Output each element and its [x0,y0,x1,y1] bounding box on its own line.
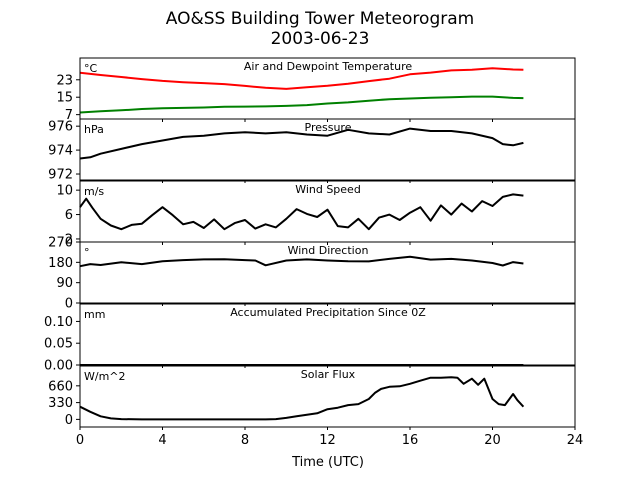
panel-wind-speed: 2 6 10 Wind Speed m/s [56,180,576,247]
pressure-series-line-0 [79,127,524,160]
chart-title-line1: AO&SS Building Tower Meteorogram [166,9,474,29]
x-tick-label: 12 [319,433,336,448]
precipitation-panel-title: Accumulated Precipitation Since 0Z [230,306,426,319]
temperature-panel-title: Air and Dewpoint Temperature [244,60,412,73]
wind-direction-unit-label: ° [84,246,90,259]
wind-speed-series-line-0 [79,193,524,231]
solar-panel-title: Solar Flux [301,368,356,381]
wind-direction-y-tick-label: 90 [56,276,73,291]
panel-solar: 0 330 660 Solar Flux W/m^2 [48,365,576,430]
temperature-y-tick-label: 15 [56,91,73,106]
x-axis-label: Time (UTC) [291,455,364,470]
temperature-unit-label: °C [84,62,98,75]
solar-y-tick-label: 330 [48,396,73,411]
temperature-y-tick-label: 23 [56,73,73,88]
temperature-y-tick-label: 7 [65,108,73,123]
pressure-unit-label: hPa [84,123,104,136]
precipitation-y-tick-label: 0.10 [44,315,73,330]
x-tick-label: 4 [158,433,166,448]
panel-temperature: 7 15 23 Air and Dewpoint Temperature °C [56,57,576,123]
panel-precipitation: 0.00 0.05 0.10 Accumulated Precipitation Si… [44,303,576,374]
x-tick-label: 16 [402,433,419,448]
wind-direction-panel-title: Wind Direction [288,244,369,257]
wind-direction-y-tick-label: 180 [48,256,73,271]
panel-wind-direction: 0 90 180 270 Wind Direction ° [48,236,576,312]
precipitation-y-tick-label: 0.00 [44,359,73,374]
pressure-panel-title: Pressure [305,121,352,134]
x-tick-label: 8 [241,433,249,448]
wind-direction-y-tick-label: 270 [48,236,73,251]
solar-series-line-0 [79,376,525,421]
solar-unit-label: W/m^2 [84,370,126,383]
x-tick-label: 0 [76,433,84,448]
wind-speed-panel-title: Wind Speed [295,183,361,196]
wind-speed-y-tick-label: 2 [65,232,73,247]
chart-title-line2: 2003-06-23 [271,29,370,49]
wind-direction-y-tick-label: 0 [65,297,73,312]
x-tick-label: 20 [484,433,501,448]
pressure-y-tick-label: 972 [48,168,73,183]
wind-direction-series-line-0 [79,255,524,268]
precipitation-y-tick-label: 0.05 [44,337,73,352]
solar-y-tick-label: 0 [65,413,73,428]
panel-pressure: 972 974 976 Pressure hPa [48,118,576,183]
pressure-y-tick-label: 974 [48,144,73,159]
precipitation-unit-label: mm [84,308,105,321]
solar-y-tick-label: 660 [48,379,73,394]
temperature-series-line-0 [79,67,524,90]
x-tick-label: 24 [567,433,584,448]
pressure-y-tick-label: 976 [48,120,73,135]
temperature-series-line-1 [79,95,524,114]
wind-speed-unit-label: m/s [84,185,104,198]
wind-speed-y-tick-label: 10 [56,184,73,199]
wind-speed-y-tick-label: 6 [65,208,73,223]
